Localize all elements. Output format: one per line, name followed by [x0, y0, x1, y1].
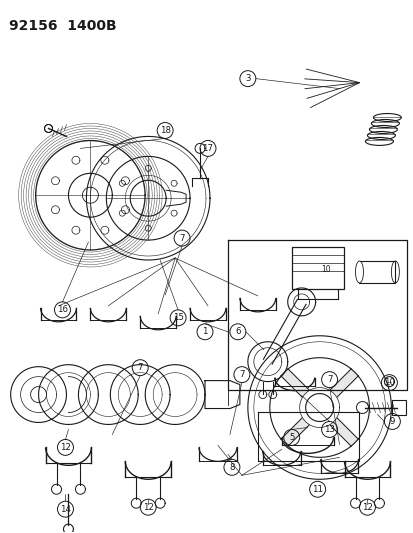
Text: 7: 7 — [179, 233, 184, 243]
Text: 8: 8 — [229, 463, 234, 472]
Text: 7: 7 — [239, 370, 244, 379]
Polygon shape — [330, 418, 358, 446]
Text: 6: 6 — [235, 327, 240, 336]
Text: 12: 12 — [361, 503, 372, 512]
Text: 10: 10 — [383, 378, 394, 387]
Text: 7: 7 — [137, 363, 142, 372]
Text: 7: 7 — [326, 375, 332, 384]
Text: 17: 17 — [202, 144, 213, 153]
Text: 3: 3 — [244, 74, 250, 83]
Text: 9: 9 — [389, 417, 394, 426]
Text: 14: 14 — [60, 505, 71, 514]
Text: 12: 12 — [60, 443, 71, 452]
Polygon shape — [45, 125, 52, 133]
Text: 1: 1 — [202, 327, 207, 336]
Text: 18: 18 — [159, 126, 170, 135]
Text: 5: 5 — [288, 433, 294, 442]
Text: 11: 11 — [311, 484, 323, 494]
Polygon shape — [280, 369, 308, 397]
Text: 92156  1400B: 92156 1400B — [9, 19, 116, 33]
Text: 13: 13 — [323, 425, 334, 434]
Ellipse shape — [355, 261, 363, 283]
Text: 10: 10 — [320, 265, 330, 274]
Text: 16: 16 — [57, 305, 68, 314]
Polygon shape — [330, 369, 358, 397]
Polygon shape — [280, 418, 308, 446]
Text: 15: 15 — [172, 313, 183, 322]
Text: 12: 12 — [142, 503, 153, 512]
